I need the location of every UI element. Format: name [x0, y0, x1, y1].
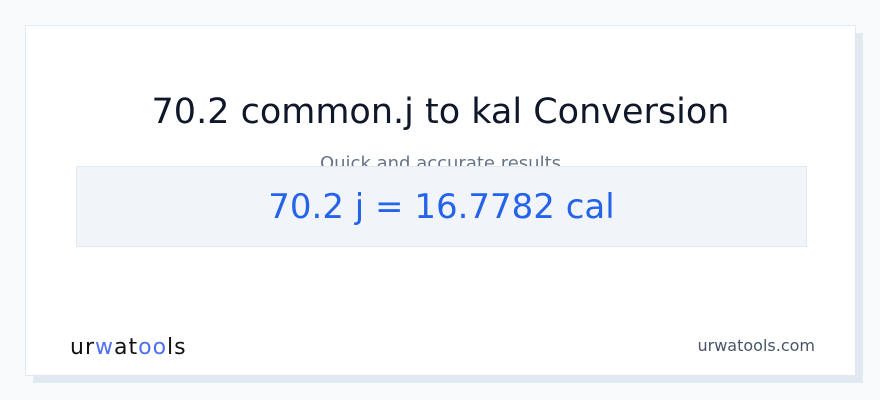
urwatools-logo: urwatools [70, 335, 187, 360]
result-text: 70.2 j = 16.7782 cal [268, 186, 615, 227]
site-url: urwatools.com [697, 336, 816, 355]
result-box: 70.2 j = 16.7782 cal [76, 166, 807, 247]
conversion-card: 70.2 common.j to kal Conversion Quick an… [25, 25, 856, 376]
page-title: 70.2 common.j to kal Conversion [151, 92, 730, 132]
